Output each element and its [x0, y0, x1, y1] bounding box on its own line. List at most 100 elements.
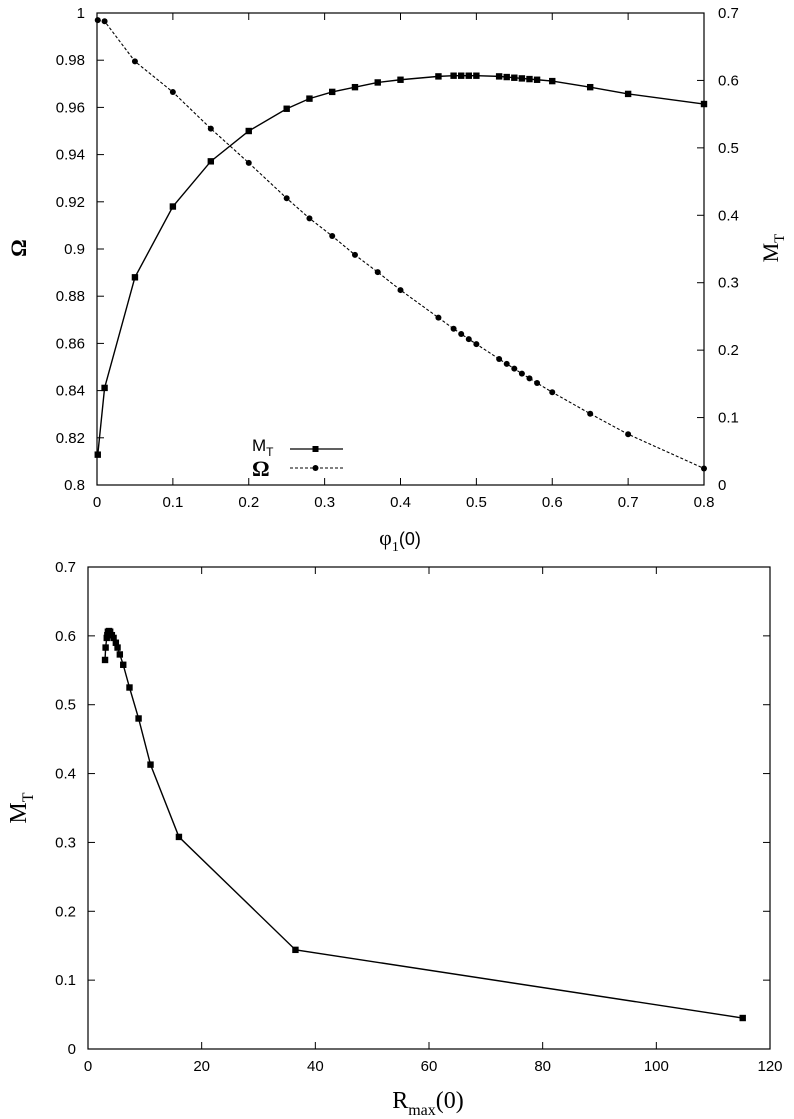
data-point-mt [503, 73, 510, 81]
y-left-tick-label: 0.94 [56, 147, 85, 164]
series-line-omega [97, 19, 705, 469]
data-point-mt [511, 74, 518, 81]
y-right-tick-label: 0.5 [718, 140, 739, 157]
series-bottom [101, 627, 746, 1022]
y-tick-label: 0.3 [55, 834, 76, 851]
y-left-tick-label: 0.86 [56, 335, 85, 352]
data-point-mt [169, 203, 177, 210]
plot-frame-bottom [87, 566, 771, 1050]
data-point-mt [526, 75, 533, 83]
x-tick-label: 0.4 [390, 494, 411, 511]
data-point-omega [351, 251, 358, 258]
series-top [94, 17, 708, 472]
data-point-omega [526, 375, 533, 382]
y-right-tick-label: 0.4 [718, 207, 739, 224]
y-left-tick-label: 0.84 [56, 383, 85, 400]
data-point-omega [549, 389, 556, 396]
y-left-tick-label: 1 [77, 5, 85, 22]
data-point-mt [131, 274, 139, 281]
data-point-omega [587, 410, 594, 417]
y-left-ticks-top: 0.8 0.82 0.84 0.86 0.88 0.9 0.92 0.94 0.96 0.98 1 [56, 5, 104, 494]
y-left-tick-label: 0.8 [64, 477, 85, 494]
data-point-mt [549, 77, 556, 85]
y-tick-label: 0.6 [55, 628, 76, 645]
x-tick-label: 0.1 [162, 494, 183, 511]
data-point-omega [207, 125, 214, 132]
data-point-omega [329, 233, 336, 240]
x-ticks-top: 0 0.1 0.2 0.3 0.4 0.5 0.6 0.7 0.8 [93, 13, 715, 511]
legend-label-omega: Ω [252, 456, 270, 481]
chart-mt-vs-rmax: 0 20 40 60 80 100 120 0 0.1 0.2 0.3 0.4 0.5 0.6 0.7 R… [6, 559, 783, 1119]
y-left-axis-label-top: Ω [6, 239, 31, 257]
data-point-omega [169, 89, 176, 96]
data-point-omega [465, 336, 472, 343]
data-point-mt-rmax [108, 631, 116, 639]
x-tick-label: 120 [757, 1058, 782, 1075]
x-tick-label: 0 [84, 1058, 92, 1075]
data-point-omega [518, 370, 525, 377]
data-point-mt [374, 79, 381, 86]
data-point-omega [94, 17, 101, 24]
legend-marker-omega [312, 465, 319, 471]
y-tick-label: 0.7 [55, 559, 76, 576]
data-point-omega [374, 269, 381, 276]
data-point-mt [306, 95, 313, 102]
data-point-mt [101, 384, 108, 392]
x-tick-label: 0.8 [694, 494, 715, 511]
y-tick-label: 0.1 [55, 972, 76, 989]
data-point-mt [283, 105, 290, 112]
x-tick-label: 0.7 [618, 494, 639, 511]
data-point-mt-rmax [112, 639, 120, 646]
data-point-mt-rmax [175, 833, 183, 841]
data-point-mt [473, 72, 480, 79]
x-tick-label: 0 [93, 494, 101, 511]
y-right-axis-label-top: MT [758, 234, 788, 263]
legend-marker-mt [312, 446, 319, 452]
data-point-mt-rmax [147, 761, 154, 768]
x-tick-label: 40 [307, 1058, 324, 1075]
data-point-mt [329, 88, 336, 96]
series-line-mt [97, 75, 705, 455]
data-point-omega [101, 18, 108, 25]
data-point-mt [700, 100, 708, 108]
data-point-mt [533, 76, 541, 83]
data-point-mt [450, 72, 457, 79]
data-point-mt-rmax [104, 628, 112, 635]
data-point-mt-rmax [126, 684, 133, 691]
data-point-mt-rmax [120, 661, 127, 668]
x-ticks-bottom: 0 20 40 60 80 100 120 [84, 567, 783, 1075]
data-point-mt-rmax [739, 1014, 746, 1022]
data-point-mt [94, 451, 101, 458]
y-tick-label: 0 [68, 1041, 76, 1058]
y-right-tick-label: 0.6 [718, 72, 739, 89]
x-axis-label-bottom: Rmax(0) [392, 1088, 464, 1119]
data-point-omega [450, 325, 457, 332]
x-axis-label-top: φ1(0) [379, 525, 421, 555]
y-left-tick-label: 0.92 [56, 194, 85, 211]
y-tick-label: 0.4 [55, 766, 76, 783]
x-tick-label: 0.5 [466, 494, 487, 511]
data-point-mt-rmax [114, 644, 121, 651]
y-tick-label: 0.5 [55, 697, 76, 714]
data-point-mt-rmax [103, 634, 110, 642]
data-point-omega [458, 330, 465, 337]
y-ticks-bottom: 0 0.1 0.2 0.3 0.4 0.5 0.6 0.7 [55, 559, 770, 1058]
data-point-mt [397, 76, 404, 83]
data-point-mt [465, 72, 472, 79]
x-tick-label: 100 [644, 1058, 669, 1075]
data-point-omega [283, 195, 290, 202]
data-point-mt [435, 73, 442, 80]
x-tick-label: 80 [534, 1058, 551, 1075]
y-right-tick-label: 0.3 [718, 275, 739, 292]
x-tick-label: 0.6 [542, 494, 563, 511]
y-right-tick-label: 0.2 [718, 342, 739, 359]
data-point-mt [586, 83, 594, 91]
data-point-omega [496, 355, 503, 362]
data-point-mt-rmax [292, 946, 299, 954]
y-left-tick-label: 0.98 [56, 52, 85, 69]
data-point-mt [207, 158, 215, 165]
data-point-mt-rmax [116, 651, 124, 658]
y-left-tick-label: 0.9 [64, 241, 85, 258]
plot-frame-top [96, 12, 705, 486]
